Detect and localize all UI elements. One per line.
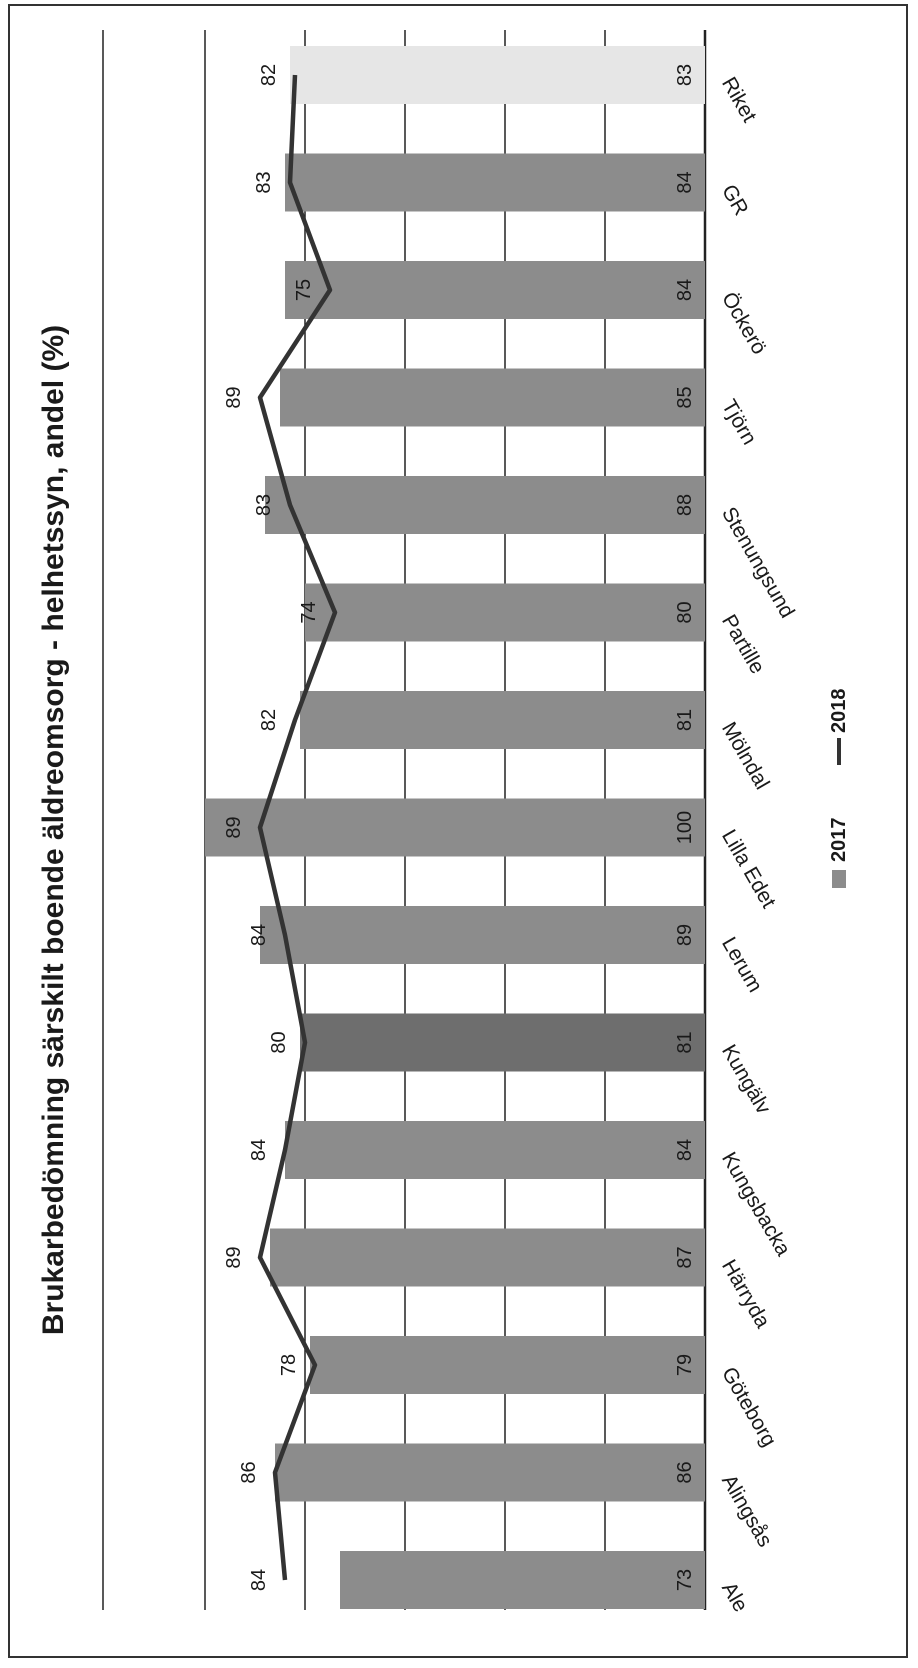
bar-value-label: 84	[674, 279, 696, 301]
bar-value-label: 89	[674, 924, 696, 946]
line-value-label: 86	[238, 1461, 260, 1483]
bar	[285, 261, 705, 319]
bar-value-label: 81	[674, 709, 696, 731]
line-value-label: 84	[248, 1569, 270, 1591]
bar-value-label: 86	[674, 1461, 696, 1483]
category-label: Ale	[717, 1578, 752, 1616]
category-label: Partille	[717, 611, 769, 678]
category-label: GR	[717, 181, 753, 220]
bar	[205, 798, 705, 857]
line-value-label: 84	[248, 924, 270, 946]
bar-value-labels: 73 86 79 87 84 81 89 100 81 80 88 85 84 84 83	[674, 64, 696, 1591]
category-label: Alingsås	[717, 1471, 777, 1551]
bar-value-label: 100	[674, 811, 696, 844]
line-value-label: 75	[293, 279, 315, 301]
bar-value-label: 84	[674, 171, 696, 193]
legend-label-2018: 2018	[828, 689, 850, 734]
bar	[265, 476, 705, 534]
chart-frame	[8, 4, 908, 1658]
bar-value-label: 88	[674, 494, 696, 516]
category-label: Härryda	[717, 1256, 774, 1332]
bar-value-label: 87	[674, 1246, 696, 1268]
line-value-label: 84	[248, 1139, 270, 1161]
legend-label-2017: 2017	[828, 818, 850, 863]
bar	[310, 1336, 705, 1394]
category-label: Mölndal	[717, 718, 774, 793]
line-value-label: 89	[223, 1246, 245, 1268]
category-label: Göteborg	[717, 1363, 781, 1450]
line-value-label: 82	[258, 64, 280, 86]
bar-value-label: 81	[674, 1031, 696, 1053]
line-value-label: 74	[298, 601, 320, 623]
line-value-label: 89	[223, 816, 245, 838]
line-value-label: 83	[253, 494, 275, 516]
bar-value-label: 73	[674, 1569, 696, 1591]
category-label: Kungsbacka	[717, 1148, 795, 1260]
category-label: Stenungsund	[717, 503, 799, 622]
bar	[285, 153, 705, 212]
bar	[260, 906, 705, 964]
line-2018	[257, 74, 338, 1581]
bar	[270, 1228, 705, 1287]
bar-value-label: 84	[674, 1139, 696, 1161]
bar	[275, 1443, 705, 1502]
category-label: Öckerö	[717, 288, 771, 358]
bar-value-label: 85	[674, 386, 696, 408]
category-label: Kungälv	[717, 1041, 775, 1119]
bar	[300, 691, 705, 749]
bar	[300, 1013, 705, 1072]
line-value-labels: 84 86 78 89 84 80 84 89 82 74 83 89 75 83 82	[223, 64, 320, 1591]
line-value-label: 83	[253, 171, 275, 193]
category-label: Riket	[717, 73, 761, 126]
bar-value-label: 83	[674, 64, 696, 86]
category-label: Lilla Edet	[717, 826, 780, 912]
bar	[290, 46, 705, 104]
bar	[305, 583, 705, 642]
bar-value-label: 80	[674, 601, 696, 623]
legend-swatch-2017	[832, 870, 846, 888]
category-label: Tjörn	[717, 396, 761, 449]
chart-title: Brukarbedömning särskilt boende äldreoms…	[37, 325, 70, 1335]
bar	[280, 368, 705, 427]
bar-value-label: 79	[674, 1354, 696, 1376]
legend: 2017 2018	[828, 689, 850, 888]
line-value-label: 80	[268, 1031, 290, 1053]
line-value-label: 89	[223, 386, 245, 408]
line-value-label: 82	[258, 709, 280, 731]
bar	[340, 1551, 705, 1609]
category-label: Lerum	[717, 933, 767, 996]
bar	[285, 1121, 705, 1179]
bars-2017	[205, 46, 705, 1609]
line-value-label: 78	[278, 1354, 300, 1376]
